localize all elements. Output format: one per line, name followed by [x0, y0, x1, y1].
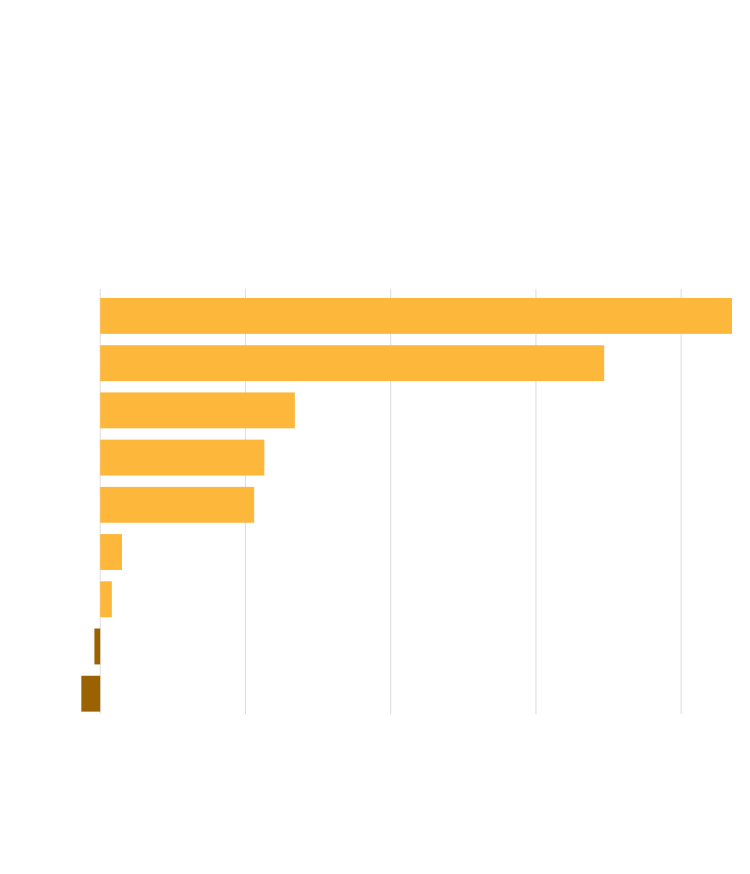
bar	[100, 534, 122, 570]
bar	[81, 675, 101, 712]
bar	[100, 581, 112, 618]
bar	[94, 628, 101, 665]
bar	[100, 439, 265, 476]
bar	[100, 486, 255, 523]
bar	[100, 297, 732, 334]
bar	[100, 345, 605, 382]
bar	[100, 392, 295, 429]
